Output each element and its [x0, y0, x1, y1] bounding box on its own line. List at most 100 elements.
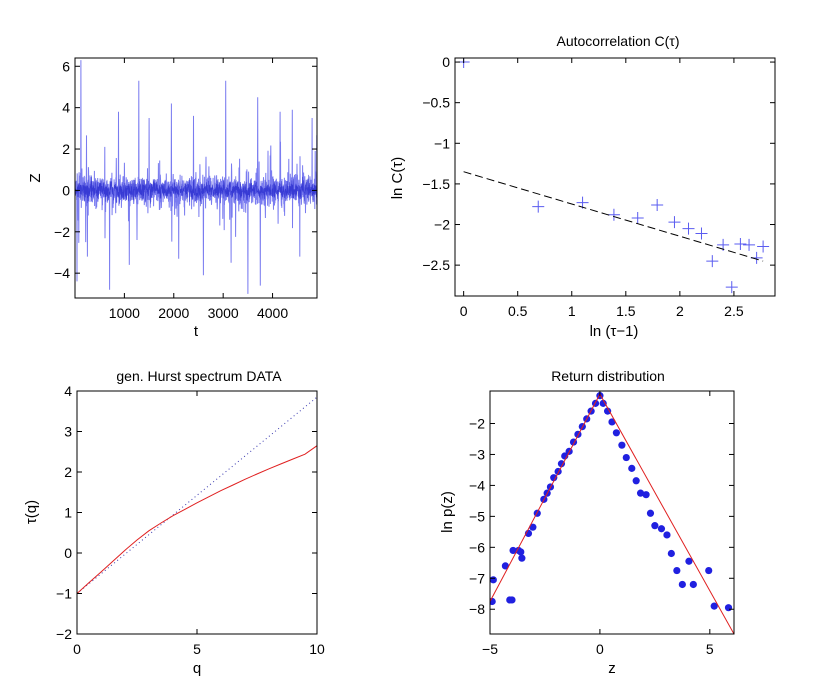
dot-marker [632, 477, 640, 485]
y-tick-label: −1 [56, 586, 72, 602]
panel-title: Return distribution [551, 368, 665, 384]
data-layer [490, 392, 734, 634]
y-tick-label: −6 [469, 539, 485, 555]
x-tick-label: 1000 [109, 305, 140, 321]
plus-marker [532, 200, 545, 213]
y-tick-label: −2 [434, 217, 450, 233]
y-tick-label: −8 [469, 601, 485, 617]
y-tick-label: 0 [62, 182, 70, 198]
y-axis-label: ln p(z) [439, 491, 456, 533]
x-axis-label: t [194, 323, 199, 340]
plus-marker [743, 238, 756, 251]
panel-title: gen. Hurst spectrum DATA [116, 368, 282, 384]
y-tick-label: −0.5 [422, 95, 450, 111]
axes-frame [74, 57, 318, 299]
ticks: −5 0 5 −2 −3 −4 −5 −6 −7 −8 [469, 391, 734, 657]
x-tick-label: 2.5 [724, 303, 744, 319]
dot-marker [501, 562, 509, 570]
plot-area [75, 60, 317, 294]
dot-marker [663, 531, 671, 539]
plot-area [457, 58, 770, 294]
x-tick-label: 0.5 [508, 303, 528, 319]
dot-marker [667, 549, 675, 558]
y-tick-label: 1 [64, 505, 72, 521]
plus-marker [668, 216, 681, 229]
panel-autocorrelation: Autocorrelation C(τ) 0 0.5 1 1.5 2 2.5 0 −0.5 −1… [389, 33, 776, 340]
y-tick-label: 2 [64, 464, 72, 480]
x-tick-label: 0 [460, 303, 468, 319]
dot-marker [705, 566, 713, 575]
dot-marker [689, 580, 697, 589]
y-axis-label: Z [27, 173, 44, 182]
y-tick-label: −2.5 [422, 257, 450, 273]
dot-marker [509, 546, 517, 555]
dot-marker [651, 522, 659, 530]
x-tick-label: 5 [706, 641, 714, 657]
series-line [490, 393, 734, 634]
series-line [77, 445, 317, 594]
y-tick-label: −4 [54, 265, 70, 281]
x-tick-label: 4000 [257, 305, 288, 321]
x-tick-label: −5 [482, 641, 498, 657]
dot-marker [490, 576, 497, 584]
plot-area [490, 392, 734, 634]
plus-marker [651, 199, 664, 212]
y-tick-label: −2 [54, 224, 70, 240]
plus-marker [576, 196, 589, 209]
plus-marker [695, 227, 708, 240]
dot-marker [685, 557, 693, 565]
y-tick-label: −1 [434, 135, 450, 151]
plus-marker [682, 222, 695, 235]
dot-marker [622, 453, 630, 462]
panel-hurst-spectrum: gen. Hurst spectrum DATA 0 5 10 −2 −1 0 1 2 3 4 q… [23, 368, 325, 677]
x-tick-label: 0 [73, 641, 81, 657]
dot-marker [657, 525, 666, 533]
dot-marker [710, 602, 718, 610]
dot-marker [529, 523, 537, 531]
dot-marker [550, 474, 558, 482]
y-tick-label: −7 [469, 570, 485, 586]
y-tick-label: −2 [469, 416, 485, 432]
panel-time-series: 1000 2000 3000 4000 −4 −2 0 2 4 6 t Z [27, 57, 318, 340]
panel-return-distribution: Return distribution −5 0 5 −2 −3 −4 −5 −6 −7 −8 z… [439, 368, 735, 677]
dot-marker [673, 566, 681, 575]
y-tick-label: 3 [64, 424, 72, 440]
ticks: 0 0.5 1 1.5 2 2.5 0 −0.5 −1 −1.5 −2 −2.5 [422, 54, 775, 319]
y-tick-label: −1.5 [422, 176, 450, 192]
x-tick-label: 5 [193, 641, 201, 657]
x-axis-label: q [193, 660, 201, 677]
x-tick-label: 0 [596, 641, 604, 657]
dot-marker [724, 604, 733, 612]
x-tick-label: 3000 [208, 305, 239, 321]
y-tick-label: 0 [64, 545, 72, 561]
plot-area [77, 396, 317, 594]
plus-marker [757, 240, 770, 253]
y-tick-label: −2 [56, 626, 72, 642]
y-tick-label: −3 [469, 446, 485, 462]
plus-marker [706, 255, 719, 268]
ticks: 1000 2000 3000 4000 −4 −2 0 2 4 6 [54, 58, 317, 321]
series-line [75, 60, 317, 294]
axes-frame [454, 57, 776, 297]
x-tick-label: 2000 [158, 305, 189, 321]
dot-marker [646, 509, 655, 517]
axes-frame [76, 390, 318, 635]
dot-marker [642, 491, 650, 499]
x-tick-label: 2 [676, 303, 684, 319]
dot-marker [678, 580, 686, 589]
x-tick-label: 1.5 [616, 303, 636, 319]
series-line-dense [75, 174, 317, 207]
y-tick-label: 2 [62, 141, 70, 157]
dot-marker [608, 418, 616, 426]
series-line [463, 171, 764, 262]
dot-marker [604, 407, 612, 415]
plus-marker [725, 281, 738, 294]
data-layer [77, 396, 317, 594]
panel-title: Autocorrelation C(τ) [556, 33, 679, 49]
x-axis-label: z [608, 660, 616, 677]
dot-marker [636, 489, 645, 497]
dot-marker [599, 399, 607, 407]
data-layer [457, 58, 770, 294]
dot-marker [628, 464, 636, 472]
